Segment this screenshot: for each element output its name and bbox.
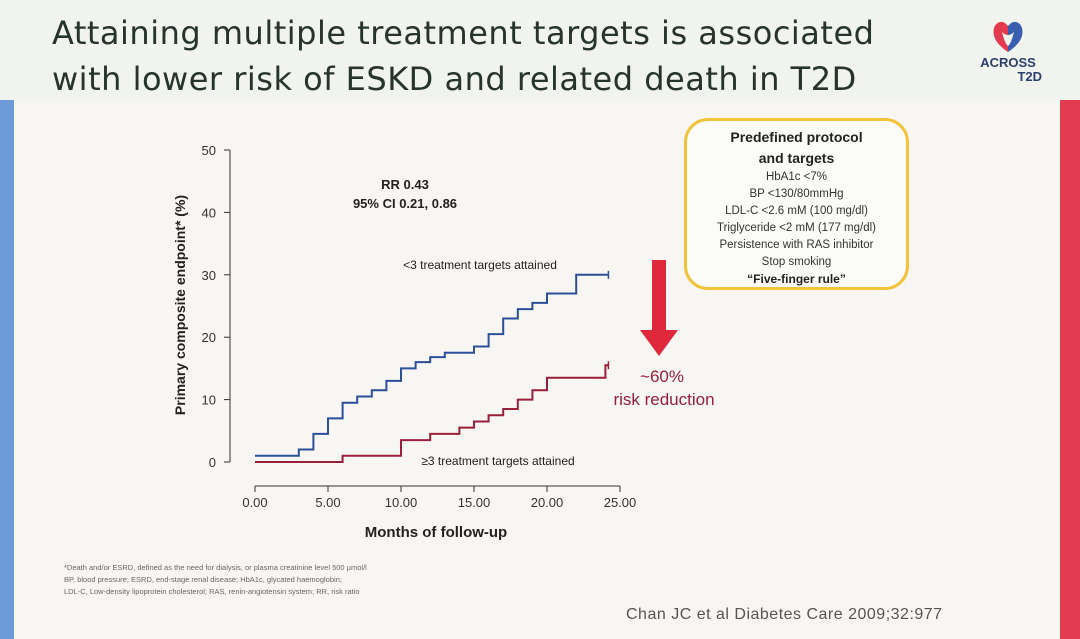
y-tick-label: 40 xyxy=(202,205,216,220)
y-tick-label: 50 xyxy=(202,143,216,158)
logo-text-line-2: T2D xyxy=(1017,69,1042,84)
down-arrow-icon xyxy=(640,260,678,356)
chart-series xyxy=(255,270,610,463)
slide-header: Attaining multiple treatment targets is … xyxy=(0,0,1080,101)
protocol-heading-2: and targets xyxy=(758,150,835,166)
protocol-item: Stop smoking xyxy=(761,256,832,268)
right-accent-bar xyxy=(1060,100,1080,639)
x-tick-label: 15.00 xyxy=(458,495,491,510)
protocol-item: BP <130/80mmHg xyxy=(749,188,844,200)
ci-annotation: 95% CI 0.21, 0.86 xyxy=(353,196,457,211)
title-line-1: Attaining multiple treatment targets is … xyxy=(52,14,875,52)
protocol-item: Triglyceride <2 mM (177 mg/dl) xyxy=(716,222,877,234)
across-t2d-logo-icon xyxy=(993,21,1023,52)
footnote-line-1: *Death and/or ESRD, defined as the need … xyxy=(64,563,367,572)
risk-reduction-label: risk reduction xyxy=(613,390,714,409)
x-tick-label: 25.00 xyxy=(604,495,637,510)
logo-text-line-1: ACROSS xyxy=(980,55,1036,70)
x-tick-label: 10.00 xyxy=(385,495,418,510)
protocol-rule: “Five-finger rule” xyxy=(747,272,846,286)
left-accent-bar xyxy=(0,100,14,639)
title-line-2: with lower risk of ESKD and related deat… xyxy=(52,60,857,98)
y-tick-label: 20 xyxy=(202,330,216,345)
x-tick-label: 5.00 xyxy=(315,495,340,510)
protocol-box: Predefined protocol and targets HbA1c <7… xyxy=(684,118,909,290)
y-tick-label: 30 xyxy=(202,268,216,283)
footnote-line-2: BP, blood pressure; ESRD, end-stage rena… xyxy=(64,575,342,584)
footnote-line-3: LDL-C, Low-density lipoprotein cholester… xyxy=(64,587,360,596)
protocol-heading-1: Predefined protocol xyxy=(730,129,863,145)
y-axis-label: Primary composite endpoint* (%) xyxy=(172,195,188,415)
citation: Chan JC et al Diabetes Care 2009;32:977 xyxy=(626,606,943,623)
chart-axes xyxy=(229,150,620,487)
x-ticks: 0.00 5.00 10.00 15.00 20.00 25.00 xyxy=(242,486,636,510)
rr-annotation: RR 0.43 xyxy=(381,177,429,192)
y-tick-label: 10 xyxy=(202,393,216,408)
slide-title: Attaining multiple treatment targets is … xyxy=(52,10,932,102)
protocol-item: Persistence with RAS inhibitor xyxy=(719,239,874,251)
series-line-0 xyxy=(255,273,609,457)
across-t2d-logo: ACROSS T2D xyxy=(962,16,1054,92)
y-tick-label: 0 xyxy=(209,455,216,470)
series-line-1 xyxy=(255,364,609,463)
x-axis-label: Months of follow-up xyxy=(365,524,507,541)
series-label-ge3: ≥3 treatment targets attained xyxy=(421,454,574,468)
series-label-lt3: <3 treatment targets attained xyxy=(403,258,557,272)
y-ticks: 0 10 20 30 40 50 xyxy=(202,143,230,470)
footnote: *Death and/or ESRD, defined as the need … xyxy=(64,562,624,598)
protocol-item: HbA1c <7% xyxy=(765,171,828,183)
risk-reduction-percent: ~60% xyxy=(640,367,684,386)
x-tick-label: 0.00 xyxy=(242,495,267,510)
protocol-item: LDL-C <2.6 mM (100 mg/dl) xyxy=(725,205,868,217)
x-tick-label: 20.00 xyxy=(531,495,564,510)
